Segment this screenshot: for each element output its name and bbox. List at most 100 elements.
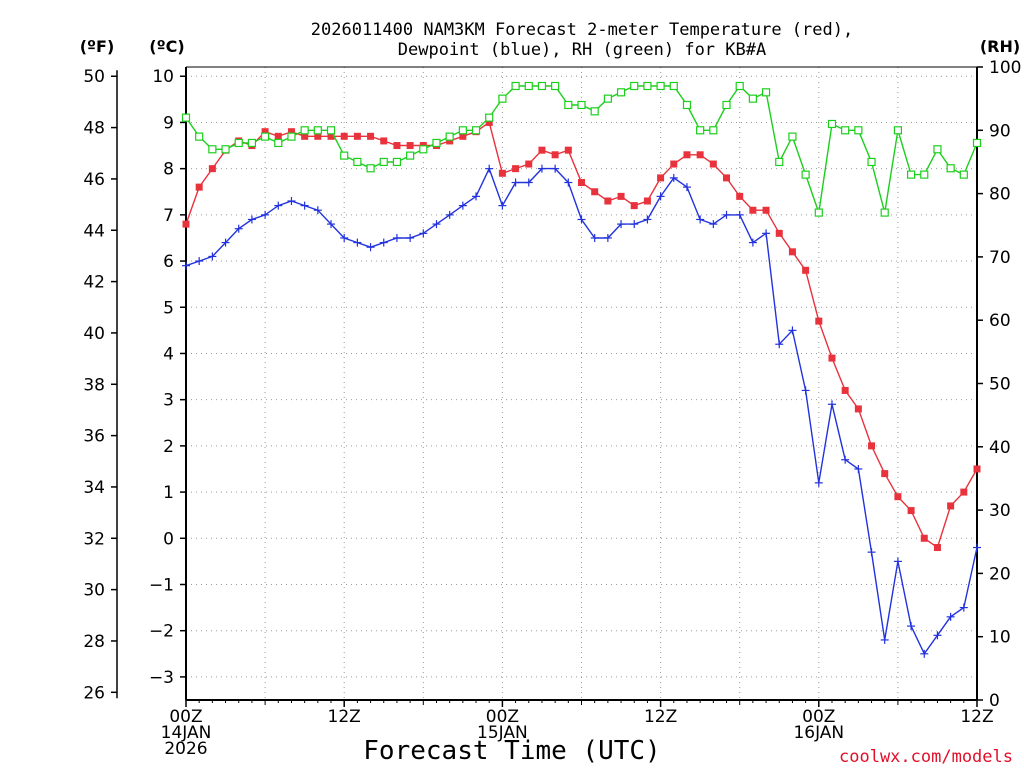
rh-point bbox=[366, 164, 375, 173]
rh-point bbox=[854, 126, 863, 135]
dewpoint-point bbox=[537, 164, 546, 173]
temperature-point bbox=[815, 317, 823, 325]
chart-title-line-2: Dewpoint (blue), RH (green) for KB#A bbox=[398, 40, 766, 60]
temperature-point bbox=[775, 229, 783, 237]
rh-point bbox=[656, 81, 665, 91]
dewpoint-point bbox=[432, 220, 441, 229]
grid-lines bbox=[186, 67, 977, 700]
temperature-point bbox=[459, 132, 467, 140]
celsius-tick-label: 5 bbox=[163, 298, 174, 318]
dewpoint-point bbox=[379, 238, 388, 247]
dewpoint-point bbox=[946, 612, 955, 621]
fahrenheit-tick-label: 38 bbox=[83, 375, 105, 395]
rh-point bbox=[392, 157, 402, 167]
dewpoint-series bbox=[182, 164, 981, 658]
dewpoint-point bbox=[419, 229, 428, 238]
rh-point bbox=[669, 81, 678, 91]
fahrenheit-tick-label: 36 bbox=[83, 427, 105, 447]
temperature-point bbox=[367, 132, 375, 140]
credit-text[interactable]: coolwx.com/models bbox=[839, 747, 1013, 767]
data-series bbox=[181, 81, 982, 658]
rh-point bbox=[181, 113, 191, 122]
rh-point bbox=[234, 138, 243, 148]
rh-point bbox=[208, 145, 217, 154]
rh-point bbox=[511, 81, 520, 91]
celsius-tick-label: −1 bbox=[149, 575, 174, 595]
celsius-tick-label: −2 bbox=[149, 622, 174, 642]
temperature-point bbox=[485, 118, 493, 126]
temperature-point bbox=[380, 137, 388, 145]
rh-point bbox=[841, 126, 850, 135]
dewpoint-point bbox=[221, 238, 230, 247]
rh-point bbox=[221, 145, 230, 154]
temperature-point bbox=[683, 151, 691, 159]
dewpoint-point bbox=[735, 210, 744, 219]
temperature-point bbox=[894, 493, 902, 501]
dewpoint-point bbox=[841, 455, 850, 464]
dewpoint-point bbox=[617, 220, 626, 229]
rh-tick-label: 60 bbox=[989, 311, 1011, 331]
rh-point bbox=[972, 138, 982, 148]
rh-point bbox=[880, 208, 889, 217]
temperature-point bbox=[709, 160, 717, 168]
temperature-point bbox=[643, 197, 651, 205]
x-tick-label: 14JAN bbox=[161, 723, 212, 743]
rh-point bbox=[643, 81, 652, 91]
dewpoint-point bbox=[801, 386, 810, 395]
dewpoint-point bbox=[827, 400, 836, 409]
rh-point bbox=[577, 100, 586, 110]
temperature-point bbox=[498, 169, 506, 177]
fahrenheit-tick-label: 44 bbox=[83, 221, 105, 241]
temperature-point bbox=[551, 151, 559, 159]
fahrenheit-tick-label: 48 bbox=[83, 119, 105, 139]
rh-point bbox=[709, 126, 718, 135]
rh-point bbox=[445, 132, 454, 141]
rh-point bbox=[564, 100, 573, 110]
dewpoint-point bbox=[696, 215, 705, 224]
celsius-axis-label: (ºC) bbox=[149, 37, 184, 56]
dewpoint-point bbox=[788, 326, 797, 335]
temperature-point bbox=[736, 192, 744, 200]
temperature-point bbox=[591, 188, 599, 196]
temperature-point bbox=[854, 405, 862, 413]
rh-tick-label: 40 bbox=[989, 438, 1011, 458]
rh-point bbox=[920, 170, 929, 179]
dewpoint-point bbox=[327, 220, 336, 229]
rh-point bbox=[748, 94, 757, 103]
dewpoint-point bbox=[933, 631, 942, 640]
dewpoint-point bbox=[682, 183, 691, 192]
rh-tick-label: 70 bbox=[989, 248, 1011, 268]
temperature-point bbox=[841, 386, 849, 394]
temperature-point bbox=[762, 206, 770, 214]
dewpoint-point bbox=[485, 164, 494, 173]
celsius-tick-label: 0 bbox=[163, 529, 174, 549]
rh-point bbox=[300, 126, 309, 135]
temperature-point bbox=[749, 206, 757, 214]
dewpoint-point bbox=[313, 206, 322, 215]
temperature-point bbox=[604, 197, 612, 205]
rh-series bbox=[181, 81, 982, 217]
dewpoint-point bbox=[590, 233, 599, 242]
x-tick-label: 2026 bbox=[164, 739, 207, 759]
rh-point bbox=[814, 208, 823, 217]
x-tick-label: 00Z bbox=[169, 707, 202, 727]
rh-point bbox=[616, 88, 626, 97]
temperature-point bbox=[670, 160, 678, 168]
dewpoint-point bbox=[893, 557, 902, 566]
rh-point bbox=[761, 88, 771, 97]
temperature-point bbox=[947, 502, 955, 510]
rh-tick-label: 100 bbox=[989, 58, 1021, 78]
rh-point bbox=[867, 157, 876, 167]
rh-point bbox=[471, 126, 481, 135]
rh-point bbox=[498, 94, 507, 103]
dewpoint-point bbox=[709, 220, 718, 229]
rh-point bbox=[735, 81, 744, 91]
temperature-point bbox=[973, 465, 981, 473]
rh-point bbox=[287, 132, 296, 141]
dewpoint-point bbox=[643, 215, 652, 224]
dewpoint-point bbox=[445, 210, 454, 219]
temperature-point bbox=[287, 128, 295, 136]
rh-point bbox=[893, 126, 903, 135]
rh-point bbox=[524, 81, 533, 91]
x-tick-label: 00Z bbox=[486, 707, 519, 727]
